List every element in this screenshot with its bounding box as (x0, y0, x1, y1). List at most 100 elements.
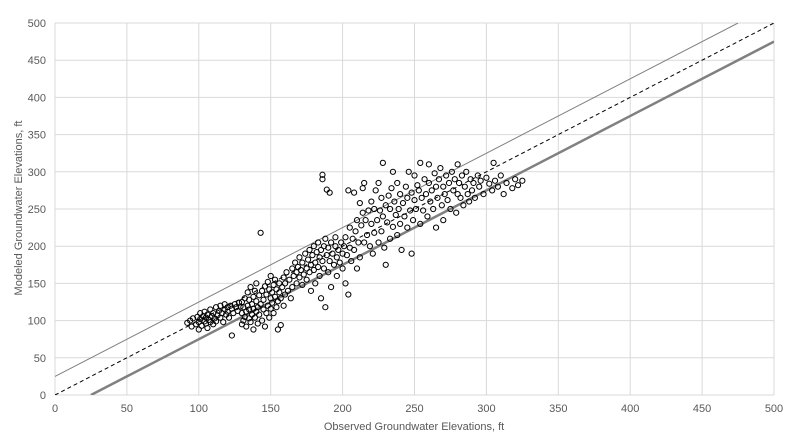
data-point (296, 274, 303, 281)
data-point (261, 283, 269, 290)
data-point (371, 229, 378, 236)
data-point (327, 284, 335, 291)
x-axis-title: Observed Groundwater Elevations, ft (324, 421, 504, 433)
data-point (281, 280, 289, 287)
grid-lines (54, 22, 775, 396)
data-point (395, 205, 402, 213)
y-tick-label: 150 (28, 278, 46, 290)
data-point (356, 254, 363, 261)
data-point (460, 202, 467, 209)
data-point (500, 191, 507, 198)
data-point (325, 269, 332, 276)
data-point (397, 220, 404, 227)
data-point (267, 305, 274, 312)
data-point (250, 293, 257, 300)
data-point (379, 159, 386, 166)
data-point (404, 194, 411, 201)
x-tick-label: 0 (52, 403, 58, 415)
data-point (453, 209, 460, 216)
data-point (299, 281, 306, 288)
data-point (319, 176, 326, 183)
y-tick-label: 250 (28, 204, 46, 216)
data-point (351, 189, 358, 196)
x-tick-label: 250 (405, 403, 423, 415)
data-point (296, 254, 303, 261)
data-point (264, 278, 271, 286)
data-points (184, 159, 526, 339)
data-point (404, 224, 411, 231)
y-tick-label: 0 (40, 390, 46, 402)
data-point (266, 314, 273, 321)
data-point (310, 243, 317, 250)
data-point (261, 323, 269, 330)
data-point (402, 183, 409, 190)
reference-line-lower-band (90, 40, 774, 395)
data-point (447, 205, 454, 213)
data-point (422, 191, 430, 198)
data-point (503, 179, 510, 187)
data-point (287, 295, 294, 302)
data-point (339, 265, 346, 272)
data-point (204, 324, 211, 332)
data-point (371, 205, 378, 213)
data-point (322, 235, 329, 242)
data-point (306, 246, 313, 254)
data-point (480, 191, 487, 198)
data-point (356, 199, 363, 207)
data-point (376, 207, 384, 214)
data-point (408, 250, 415, 257)
data-point (235, 299, 243, 306)
data-point (509, 185, 516, 192)
data-point (247, 318, 254, 326)
data-point (441, 191, 448, 198)
data-point (430, 205, 437, 213)
y-tick-label: 200 (28, 241, 46, 253)
data-point (444, 196, 451, 204)
data-point (427, 198, 434, 205)
data-point (274, 326, 281, 333)
data-point (271, 293, 279, 300)
data-point (432, 224, 440, 231)
data-point (386, 205, 394, 213)
data-point (477, 177, 484, 184)
data-point (388, 185, 395, 192)
data-point (378, 228, 385, 235)
data-point (317, 295, 325, 302)
data-point (325, 244, 332, 251)
data-point (333, 272, 340, 280)
data-point (243, 323, 250, 330)
data-point (369, 250, 376, 257)
data-point (267, 272, 274, 280)
data-point (297, 266, 304, 274)
data-point (490, 159, 497, 166)
data-point (425, 161, 432, 168)
data-point (411, 196, 418, 204)
data-point (269, 289, 276, 296)
data-point (258, 287, 266, 294)
data-point (312, 259, 319, 266)
data-point (415, 187, 422, 194)
x-tick-label: 350 (549, 403, 567, 415)
data-point (428, 187, 435, 194)
data-point (382, 202, 389, 209)
data-point (254, 320, 261, 327)
y-tick-label: 300 (28, 167, 46, 179)
data-point (225, 314, 233, 321)
data-point (519, 177, 526, 184)
data-point (304, 256, 312, 263)
data-point (251, 287, 258, 294)
data-point (343, 252, 351, 259)
data-point (323, 252, 330, 259)
data-point (246, 296, 253, 303)
data-point (401, 213, 408, 220)
data-point (353, 265, 361, 272)
data-point (471, 194, 478, 201)
data-point (244, 289, 251, 296)
data-point (333, 254, 340, 261)
x-tick-label: 500 (765, 403, 783, 415)
y-axis-ticks: 0 50 100 150 200 250 300 350 400 450 500 (28, 18, 46, 402)
data-point (253, 298, 260, 305)
data-point (250, 326, 257, 333)
x-tick-label: 100 (190, 403, 208, 415)
